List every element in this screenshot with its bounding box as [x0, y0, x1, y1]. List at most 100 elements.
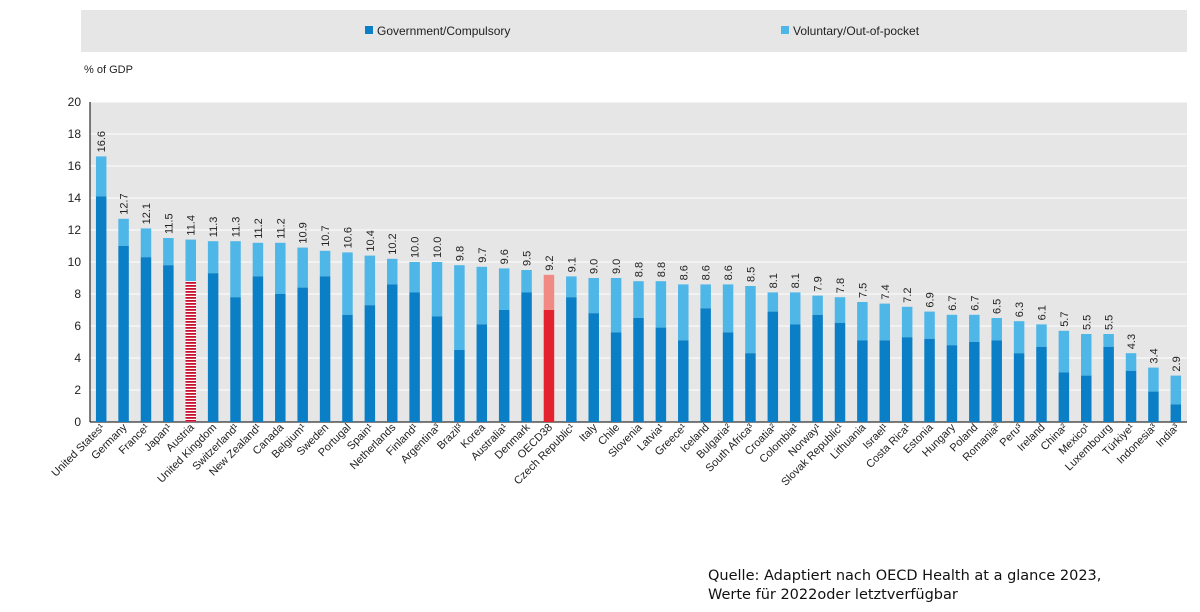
bar-government-latvia: [655, 327, 667, 422]
y-tick-label: 12: [68, 223, 82, 237]
bar-government-japan: [163, 265, 174, 422]
value-label-india: 2.9: [1171, 356, 1183, 371]
bar-voluntary-argentina: [431, 262, 443, 317]
legend-swatch-government: [365, 26, 373, 34]
bar-government-canada: [275, 294, 286, 422]
legend-swatch-voluntary: [781, 26, 789, 34]
value-label-korea: 9.7: [477, 248, 489, 263]
bar-voluntary-india: [1170, 375, 1182, 405]
bar-government-mexico: [1081, 375, 1092, 422]
value-label-chile: 9.0: [611, 259, 623, 274]
bar-voluntary-belgium: [297, 247, 308, 288]
bar-voluntary-austria: [185, 239, 196, 282]
bar-voluntary-switzerland: [230, 241, 241, 298]
value-label-germany: 12.7: [119, 193, 131, 214]
bar-voluntary-chile: [610, 278, 622, 333]
bar-government-korea: [476, 324, 488, 422]
value-label-mexico: 5.5: [1081, 315, 1093, 330]
value-label-canada: 11.2: [275, 218, 287, 239]
category-label-india: India³: [1154, 421, 1182, 449]
value-label-oecd38: 9.2: [544, 256, 556, 271]
y-tick-label: 4: [74, 351, 81, 365]
bar-voluntary-netherlands: [386, 258, 398, 285]
legend-label-government: Government/Compulsory: [377, 24, 511, 38]
bar-voluntary-slovak-republic: [834, 297, 846, 323]
bar-government-denmark: [521, 292, 532, 422]
value-label-sweden: 10.7: [320, 225, 332, 246]
bar-voluntary-costa-rica: [901, 306, 913, 338]
bar-voluntary-colombia: [789, 292, 801, 325]
bar-voluntary-oecd38: [543, 274, 555, 310]
source-note: Quelle: Adaptiert nach OECD Health at a …: [708, 568, 1102, 603]
bar-voluntary-china: [1058, 330, 1070, 373]
bar-voluntary-israel: [879, 303, 891, 341]
bar-government-india: [1170, 404, 1182, 422]
value-label-japan: 11.5: [163, 213, 175, 234]
value-label-belgium: 10.9: [298, 222, 310, 243]
bar-government-australia: [498, 310, 510, 422]
bar-government-france: [140, 257, 152, 422]
value-label-brazil: 9.8: [454, 246, 466, 261]
bar-government-united-states: [95, 196, 107, 422]
y-tick-label: 20: [68, 95, 82, 109]
bar-voluntary-latvia: [655, 281, 667, 328]
bar-government-luxembourg: [1103, 346, 1114, 422]
bar-voluntary-germany: [118, 218, 129, 246]
bar-government-lithuania: [857, 340, 868, 422]
bar-voluntary-canada: [275, 242, 286, 294]
bar-government-switzerland: [230, 297, 241, 422]
legend-label-voluntary: Voluntary/Out-of-pocket: [793, 24, 920, 38]
value-label-united-kingdom: 11.3: [208, 217, 220, 238]
value-label-argentina: 10.0: [432, 237, 444, 258]
bar-government-oecd38: [543, 310, 555, 422]
value-label-israel: 7.4: [880, 284, 892, 299]
bar-voluntary-finland: [409, 262, 420, 293]
bar-voluntary-france: [140, 228, 152, 258]
bar-government-romania: [991, 340, 1002, 422]
value-label-croatia: 8.1: [768, 273, 780, 288]
bar-government-hungary: [946, 345, 958, 422]
bar-voluntary-portugal: [342, 252, 353, 315]
bar-voluntary-poland: [969, 314, 980, 342]
bar-government-austria: [185, 281, 196, 422]
bar-voluntary-italy: [588, 278, 599, 314]
value-label-t-rkiye: 4.3: [1126, 334, 1138, 349]
bar-government-poland: [969, 342, 980, 422]
value-label-costa-rica: 7.2: [902, 288, 914, 303]
bar-government-chile: [610, 332, 622, 422]
bar-government-netherlands: [386, 284, 398, 422]
bar-government-argentina: [431, 316, 443, 422]
value-label-hungary: 6.7: [947, 296, 959, 311]
bar-government-south-africa: [745, 353, 756, 422]
bar-voluntary-croatia: [767, 292, 779, 312]
y-tick-label: 14: [68, 191, 82, 205]
bar-voluntary-hungary: [946, 314, 958, 346]
bar-government-costa-rica: [901, 337, 913, 422]
bar-voluntary-ireland: [1036, 324, 1047, 347]
bar-voluntary-australia: [498, 268, 510, 310]
value-label-estonia: 6.9: [925, 292, 937, 307]
bar-voluntary-denmark: [521, 270, 532, 293]
bar-government-spain: [364, 305, 376, 422]
bar-government-germany: [118, 246, 129, 422]
value-label-spain: 10.4: [365, 230, 377, 251]
value-label-greece: 8.6: [678, 265, 690, 280]
value-label-norway: 7.9: [813, 276, 825, 291]
bar-government-ireland: [1036, 346, 1047, 422]
bar-government-estonia: [924, 338, 935, 422]
bar-government-belgium: [297, 287, 308, 422]
bar-voluntary-romania: [991, 318, 1002, 341]
bar-voluntary-norway: [812, 295, 823, 315]
value-label-romania: 6.5: [992, 299, 1004, 314]
bar-government-italy: [588, 313, 599, 422]
bar-government-finland: [409, 292, 420, 422]
bar-government-brazil: [454, 350, 465, 422]
bar-government-iceland: [700, 308, 711, 422]
value-label-lithuania: 7.5: [857, 283, 869, 298]
bar-voluntary-mexico: [1081, 334, 1092, 376]
bar-government-colombia: [789, 324, 801, 422]
bar-government-croatia: [767, 311, 779, 422]
bar-voluntary-korea: [476, 266, 488, 325]
bar-government-t-rkiye: [1125, 370, 1137, 422]
